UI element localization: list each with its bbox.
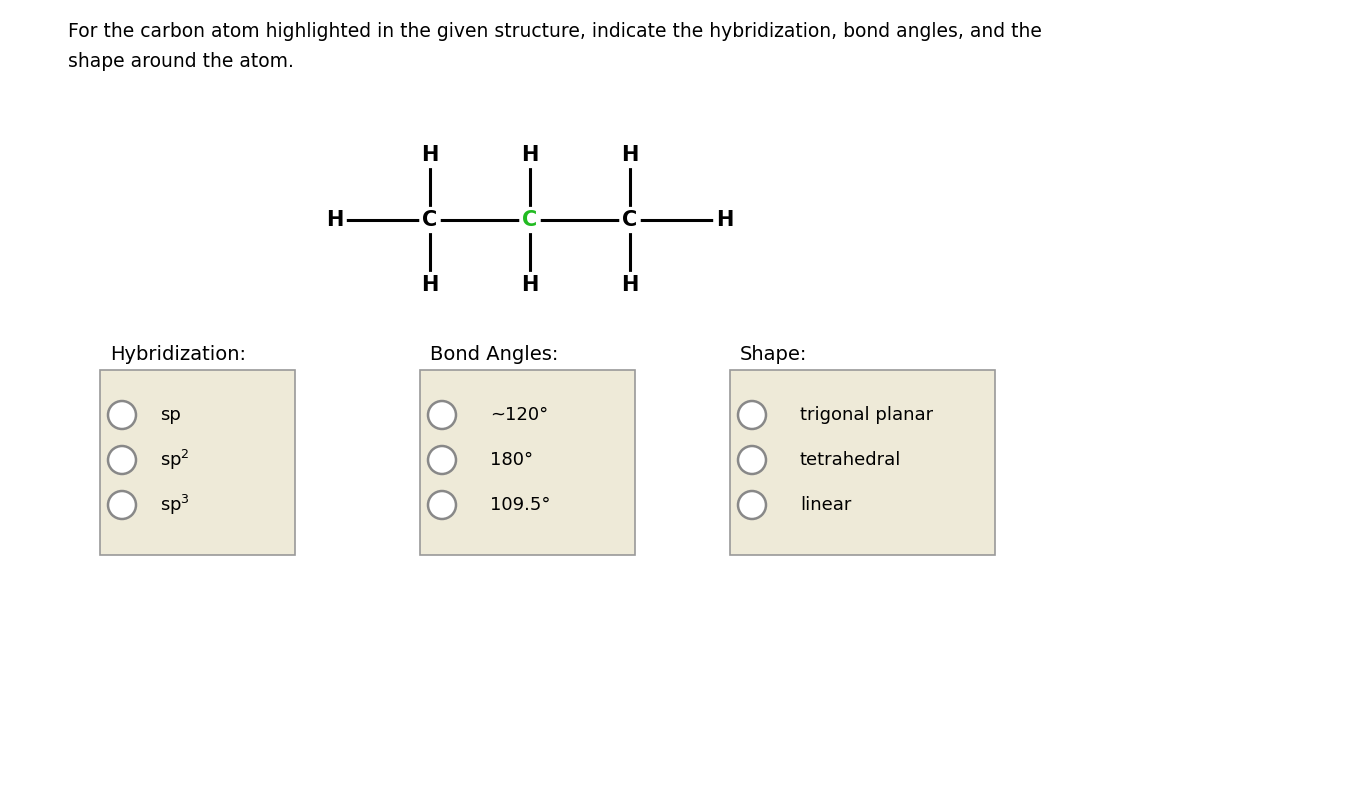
Text: Bond Angles:: Bond Angles: bbox=[430, 345, 558, 364]
Text: For the carbon atom highlighted in the given structure, indicate the hybridizati: For the carbon atom highlighted in the g… bbox=[68, 22, 1042, 41]
Circle shape bbox=[428, 491, 456, 519]
Text: ~120°: ~120° bbox=[490, 406, 549, 424]
Text: C: C bbox=[422, 210, 437, 230]
Text: H: H bbox=[621, 275, 639, 295]
Text: trigonal planar: trigonal planar bbox=[799, 406, 933, 424]
FancyBboxPatch shape bbox=[419, 370, 635, 555]
Circle shape bbox=[738, 491, 765, 519]
Text: Shape:: Shape: bbox=[740, 345, 808, 364]
Text: C: C bbox=[523, 210, 538, 230]
Text: 109.5°: 109.5° bbox=[490, 496, 550, 514]
Text: H: H bbox=[621, 145, 639, 165]
Circle shape bbox=[428, 401, 456, 429]
Circle shape bbox=[738, 401, 765, 429]
Text: shape around the atom.: shape around the atom. bbox=[68, 52, 294, 71]
Circle shape bbox=[108, 401, 136, 429]
Text: H: H bbox=[522, 275, 539, 295]
Text: Hybridization:: Hybridization: bbox=[110, 345, 247, 364]
Text: 180°: 180° bbox=[490, 451, 533, 469]
FancyBboxPatch shape bbox=[730, 370, 996, 555]
Text: sp$^2$: sp$^2$ bbox=[159, 448, 189, 472]
Text: sp: sp bbox=[159, 406, 181, 424]
Text: H: H bbox=[421, 275, 439, 295]
Circle shape bbox=[108, 491, 136, 519]
Text: H: H bbox=[327, 210, 343, 230]
Circle shape bbox=[108, 446, 136, 474]
Text: H: H bbox=[421, 145, 439, 165]
Text: H: H bbox=[716, 210, 734, 230]
FancyBboxPatch shape bbox=[99, 370, 296, 555]
Circle shape bbox=[428, 446, 456, 474]
Text: H: H bbox=[522, 145, 539, 165]
Text: linear: linear bbox=[799, 496, 851, 514]
Text: sp$^3$: sp$^3$ bbox=[159, 493, 189, 517]
Text: tetrahedral: tetrahedral bbox=[799, 451, 902, 469]
Circle shape bbox=[738, 446, 765, 474]
Text: C: C bbox=[622, 210, 637, 230]
